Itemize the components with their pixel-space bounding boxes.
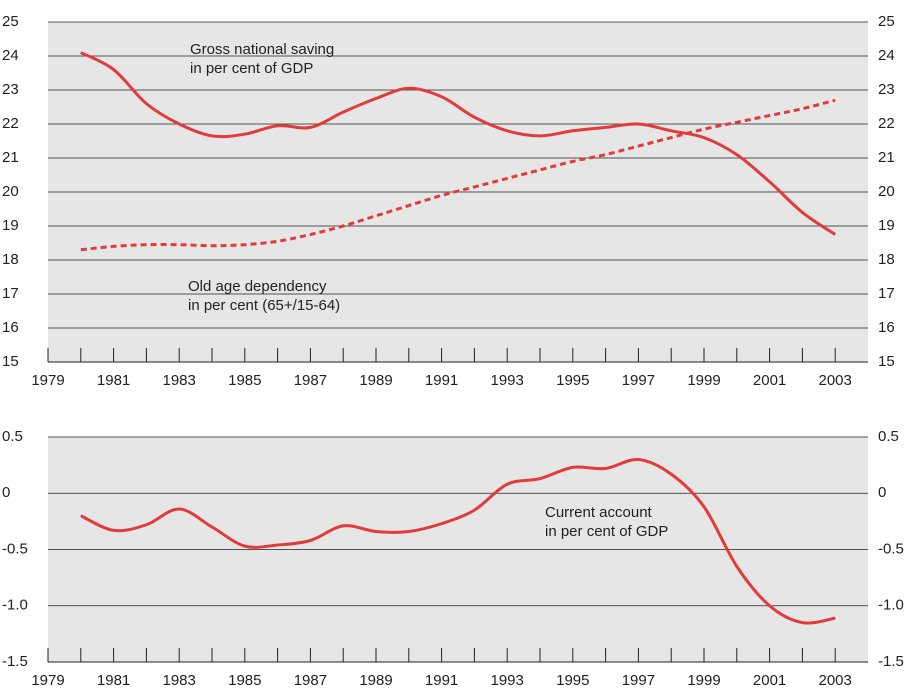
x-tick-label: 1991 (425, 372, 458, 389)
x-tick-label: 1981 (97, 672, 130, 689)
x-tick-label: 1993 (491, 372, 524, 389)
y2-tick-label: 22 (878, 115, 895, 132)
y2-tick-label: -1.0 (878, 597, 904, 614)
x-tick-label: 2001 (753, 372, 786, 389)
x-tick-label: 1981 (97, 372, 130, 389)
y2-tick-label: 0 (878, 484, 886, 501)
x-tick-label: 1989 (359, 372, 392, 389)
y2-tick-label: 23 (878, 81, 895, 98)
x-tick-label: 2001 (753, 672, 786, 689)
x-tick-label: 1987 (294, 372, 327, 389)
annotation: Current account (545, 504, 653, 521)
y-tick-label: 25 (2, 13, 19, 30)
x-tick-label: 1987 (294, 672, 327, 689)
y2-tick-label: 17 (878, 285, 895, 302)
y-tick-label: -1.5 (2, 653, 28, 670)
y2-tick-label: 21 (878, 149, 895, 166)
annotation: in per cent of GDP (190, 60, 313, 77)
x-tick-label: 1993 (491, 672, 524, 689)
y2-tick-label: 18 (878, 251, 895, 268)
x-tick-label: 1985 (228, 372, 261, 389)
x-tick-label: 1999 (687, 372, 720, 389)
x-tick-label: 1997 (622, 672, 655, 689)
x-tick-label: 1989 (359, 672, 392, 689)
y-tick-label: 24 (2, 47, 19, 64)
series-line (80, 51, 837, 236)
annotation: in per cent of GDP (545, 523, 668, 540)
annotation: Gross national saving (190, 41, 334, 58)
annotation: Old age dependency (188, 278, 327, 295)
y2-tick-label: 19 (878, 217, 895, 234)
series-line (80, 98, 836, 252)
y-tick-label: 19 (2, 217, 19, 234)
x-tick-label: 1995 (556, 372, 589, 389)
x-tick-label: 2003 (819, 372, 852, 389)
x-tick-label: 1979 (31, 672, 64, 689)
x-tick-label: 1985 (228, 672, 261, 689)
y-tick-label: 0 (2, 484, 10, 501)
y-tick-label: 16 (2, 319, 19, 336)
y2-tick-label: -0.5 (878, 540, 904, 557)
y2-tick-label: 20 (878, 183, 895, 200)
y2-tick-label: 25 (878, 13, 895, 30)
x-tick-label: 1991 (425, 672, 458, 689)
annotation: in per cent (65+/15-64) (188, 297, 340, 314)
y2-tick-label: 0.5 (878, 428, 899, 445)
y2-tick-label: -1.5 (878, 653, 904, 670)
y-tick-label: -0.5 (2, 540, 28, 557)
y2-tick-label: 16 (878, 319, 895, 336)
y-tick-label: 23 (2, 81, 19, 98)
y2-tick-label: 24 (878, 47, 895, 64)
y2-tick-label: 15 (878, 353, 895, 370)
y-tick-label: 15 (2, 353, 19, 370)
y-tick-label: 21 (2, 149, 19, 166)
x-tick-label: 2003 (819, 672, 852, 689)
x-tick-label: 1999 (687, 672, 720, 689)
x-tick-label: 1995 (556, 672, 589, 689)
y-tick-label: 17 (2, 285, 19, 302)
y-tick-label: -1.0 (2, 597, 28, 614)
x-tick-label: 1979 (31, 372, 64, 389)
y-tick-label: 18 (2, 251, 19, 268)
series-line (80, 457, 836, 625)
x-tick-label: 1983 (163, 672, 196, 689)
y-tick-label: 22 (2, 115, 19, 132)
x-tick-label: 1983 (163, 372, 196, 389)
x-tick-label: 1997 (622, 372, 655, 389)
y-tick-label: 0.5 (2, 428, 23, 445)
y-tick-label: 20 (2, 183, 19, 200)
